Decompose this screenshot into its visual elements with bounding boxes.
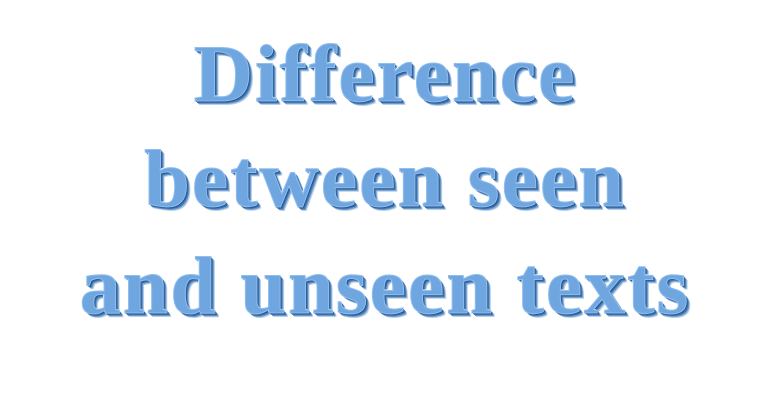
- title-line-1: Difference: [193, 28, 577, 120]
- title-line-3: and unseen texts: [79, 240, 691, 332]
- title-line-2: between seen: [144, 133, 626, 225]
